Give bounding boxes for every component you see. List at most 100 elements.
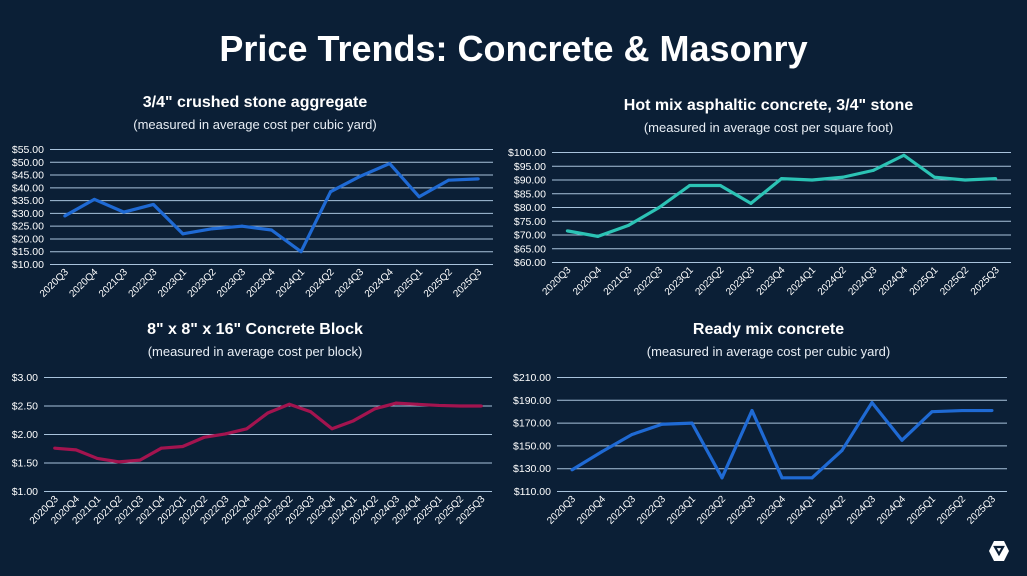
y-tick-label: $150.00 [513, 440, 551, 452]
x-tick-label: 2023Q2 [693, 265, 726, 298]
y-tick-label: $75.00 [514, 216, 546, 228]
chart-2-title: Hot mix asphaltic concrete, 3/4" stone [623, 97, 914, 114]
x-tick-label: 2020Q3 [38, 267, 71, 300]
data-point [570, 468, 574, 472]
x-tick-label: 2021Q3 [602, 265, 635, 298]
data-point [960, 409, 964, 413]
data-point [447, 178, 451, 182]
data-point [202, 435, 206, 439]
x-tick-label: 2023Q1 [665, 494, 698, 527]
x-tick-label: 2023Q2 [695, 494, 728, 527]
y-tick-label: $90.00 [514, 175, 546, 187]
data-point [627, 223, 630, 227]
data-point [329, 190, 333, 194]
data-point [902, 153, 906, 157]
x-tick-label: 2021Q3 [605, 494, 638, 527]
data-point [780, 476, 784, 480]
chart-3-subtitle: (measured in average cost per block) [147, 344, 363, 359]
y-tick-label: $40.00 [12, 182, 44, 194]
data-point [388, 162, 392, 166]
chart-1-subtitle: (measured in average cost per cubic yard… [133, 117, 377, 132]
x-tick-label: 2023Q1 [156, 267, 189, 300]
data-point [270, 228, 273, 232]
data-point [476, 177, 480, 181]
data-point [994, 177, 998, 181]
x-tick-label: 2024Q3 [846, 265, 879, 298]
x-tick-label: 2024Q1 [785, 494, 818, 527]
x-tick-label: 2021Q3 [97, 267, 130, 300]
data-point [358, 174, 362, 178]
data-point [810, 476, 814, 480]
data-point [415, 402, 419, 406]
data-point [53, 446, 57, 450]
y-tick-label: $35.00 [12, 195, 44, 207]
y-tick-label: $2.50 [12, 401, 38, 413]
y-tick-label: $170.00 [513, 418, 551, 430]
data-point [151, 202, 155, 206]
y-tick-label: $45.00 [12, 170, 44, 182]
x-tick-label: 2025Q3 [451, 267, 484, 300]
y-tick-label: $50.00 [12, 157, 44, 169]
chart-4-series-line [571, 400, 992, 480]
y-tick-label: $70.00 [514, 230, 546, 242]
data-point [933, 175, 936, 179]
y-tick-label: $65.00 [514, 243, 546, 255]
data-point [600, 450, 604, 454]
data-point [870, 401, 874, 405]
x-tick-label: 2024Q4 [877, 265, 910, 298]
y-tick-label: $80.00 [514, 202, 546, 214]
data-point [266, 411, 270, 415]
chart-3-title: 8" x 8" x 16" Concrete Block [147, 321, 363, 338]
y-tick-label: $30.00 [12, 208, 44, 220]
data-point [394, 401, 398, 405]
data-point [630, 433, 634, 436]
x-tick-label: 2024Q2 [815, 494, 848, 527]
y-tick-label: $85.00 [514, 188, 546, 200]
y-tick-label: $130.00 [513, 463, 551, 475]
x-tick-label: 2025Q1 [392, 267, 425, 300]
data-point [720, 476, 724, 480]
data-point [437, 403, 441, 407]
data-point [963, 178, 967, 182]
data-point [657, 206, 661, 209]
data-point [479, 404, 483, 408]
y-tick-label: $25.00 [12, 221, 44, 233]
x-tick-label: 2020Q4 [571, 265, 604, 298]
y-tick-label: $95.00 [514, 161, 546, 173]
x-tick-label: 2025Q3 [965, 494, 998, 527]
x-tick-label: 2024Q4 [875, 494, 908, 527]
data-point [240, 224, 244, 228]
x-tick-label: 2023Q3 [215, 267, 248, 300]
data-point [245, 427, 249, 431]
page-title: Price Trends: Concrete & Masonry [219, 28, 808, 69]
data-point [930, 410, 934, 414]
y-tick-label: $15.00 [12, 246, 44, 258]
x-tick-label: 2020Q3 [545, 494, 578, 527]
x-tick-label: 2025Q2 [938, 265, 971, 298]
data-point [596, 234, 600, 238]
brand-logo-icon [989, 541, 1009, 561]
data-point [718, 184, 722, 187]
y-tick-label: $190.00 [513, 395, 551, 407]
chart-2-subtitle: (measured in average cost per square foo… [643, 120, 894, 135]
y-tick-label: $210.00 [513, 372, 551, 384]
data-point [299, 250, 303, 254]
x-tick-label: 2022Q3 [127, 267, 160, 300]
chart-4-subtitle: (measured in average cost per cubic yard… [646, 344, 891, 359]
x-tick-label: 2025Q1 [905, 494, 938, 527]
x-tick-label: 2024Q1 [785, 265, 818, 298]
x-tick-label: 2025Q2 [935, 494, 968, 527]
data-point [63, 214, 67, 218]
data-point [95, 456, 99, 460]
chart-4-title: Ready mix concrete [692, 321, 845, 338]
y-tick-label: $60.00 [514, 257, 546, 269]
x-tick-label: 2020Q4 [575, 494, 608, 527]
y-tick-label: $55.00 [12, 144, 44, 156]
data-point [210, 227, 214, 231]
data-point [749, 201, 753, 205]
x-tick-label: 2022Q3 [635, 494, 668, 527]
x-tick-label: 2023Q1 [663, 265, 696, 298]
data-point [780, 177, 783, 181]
data-point [458, 404, 462, 408]
